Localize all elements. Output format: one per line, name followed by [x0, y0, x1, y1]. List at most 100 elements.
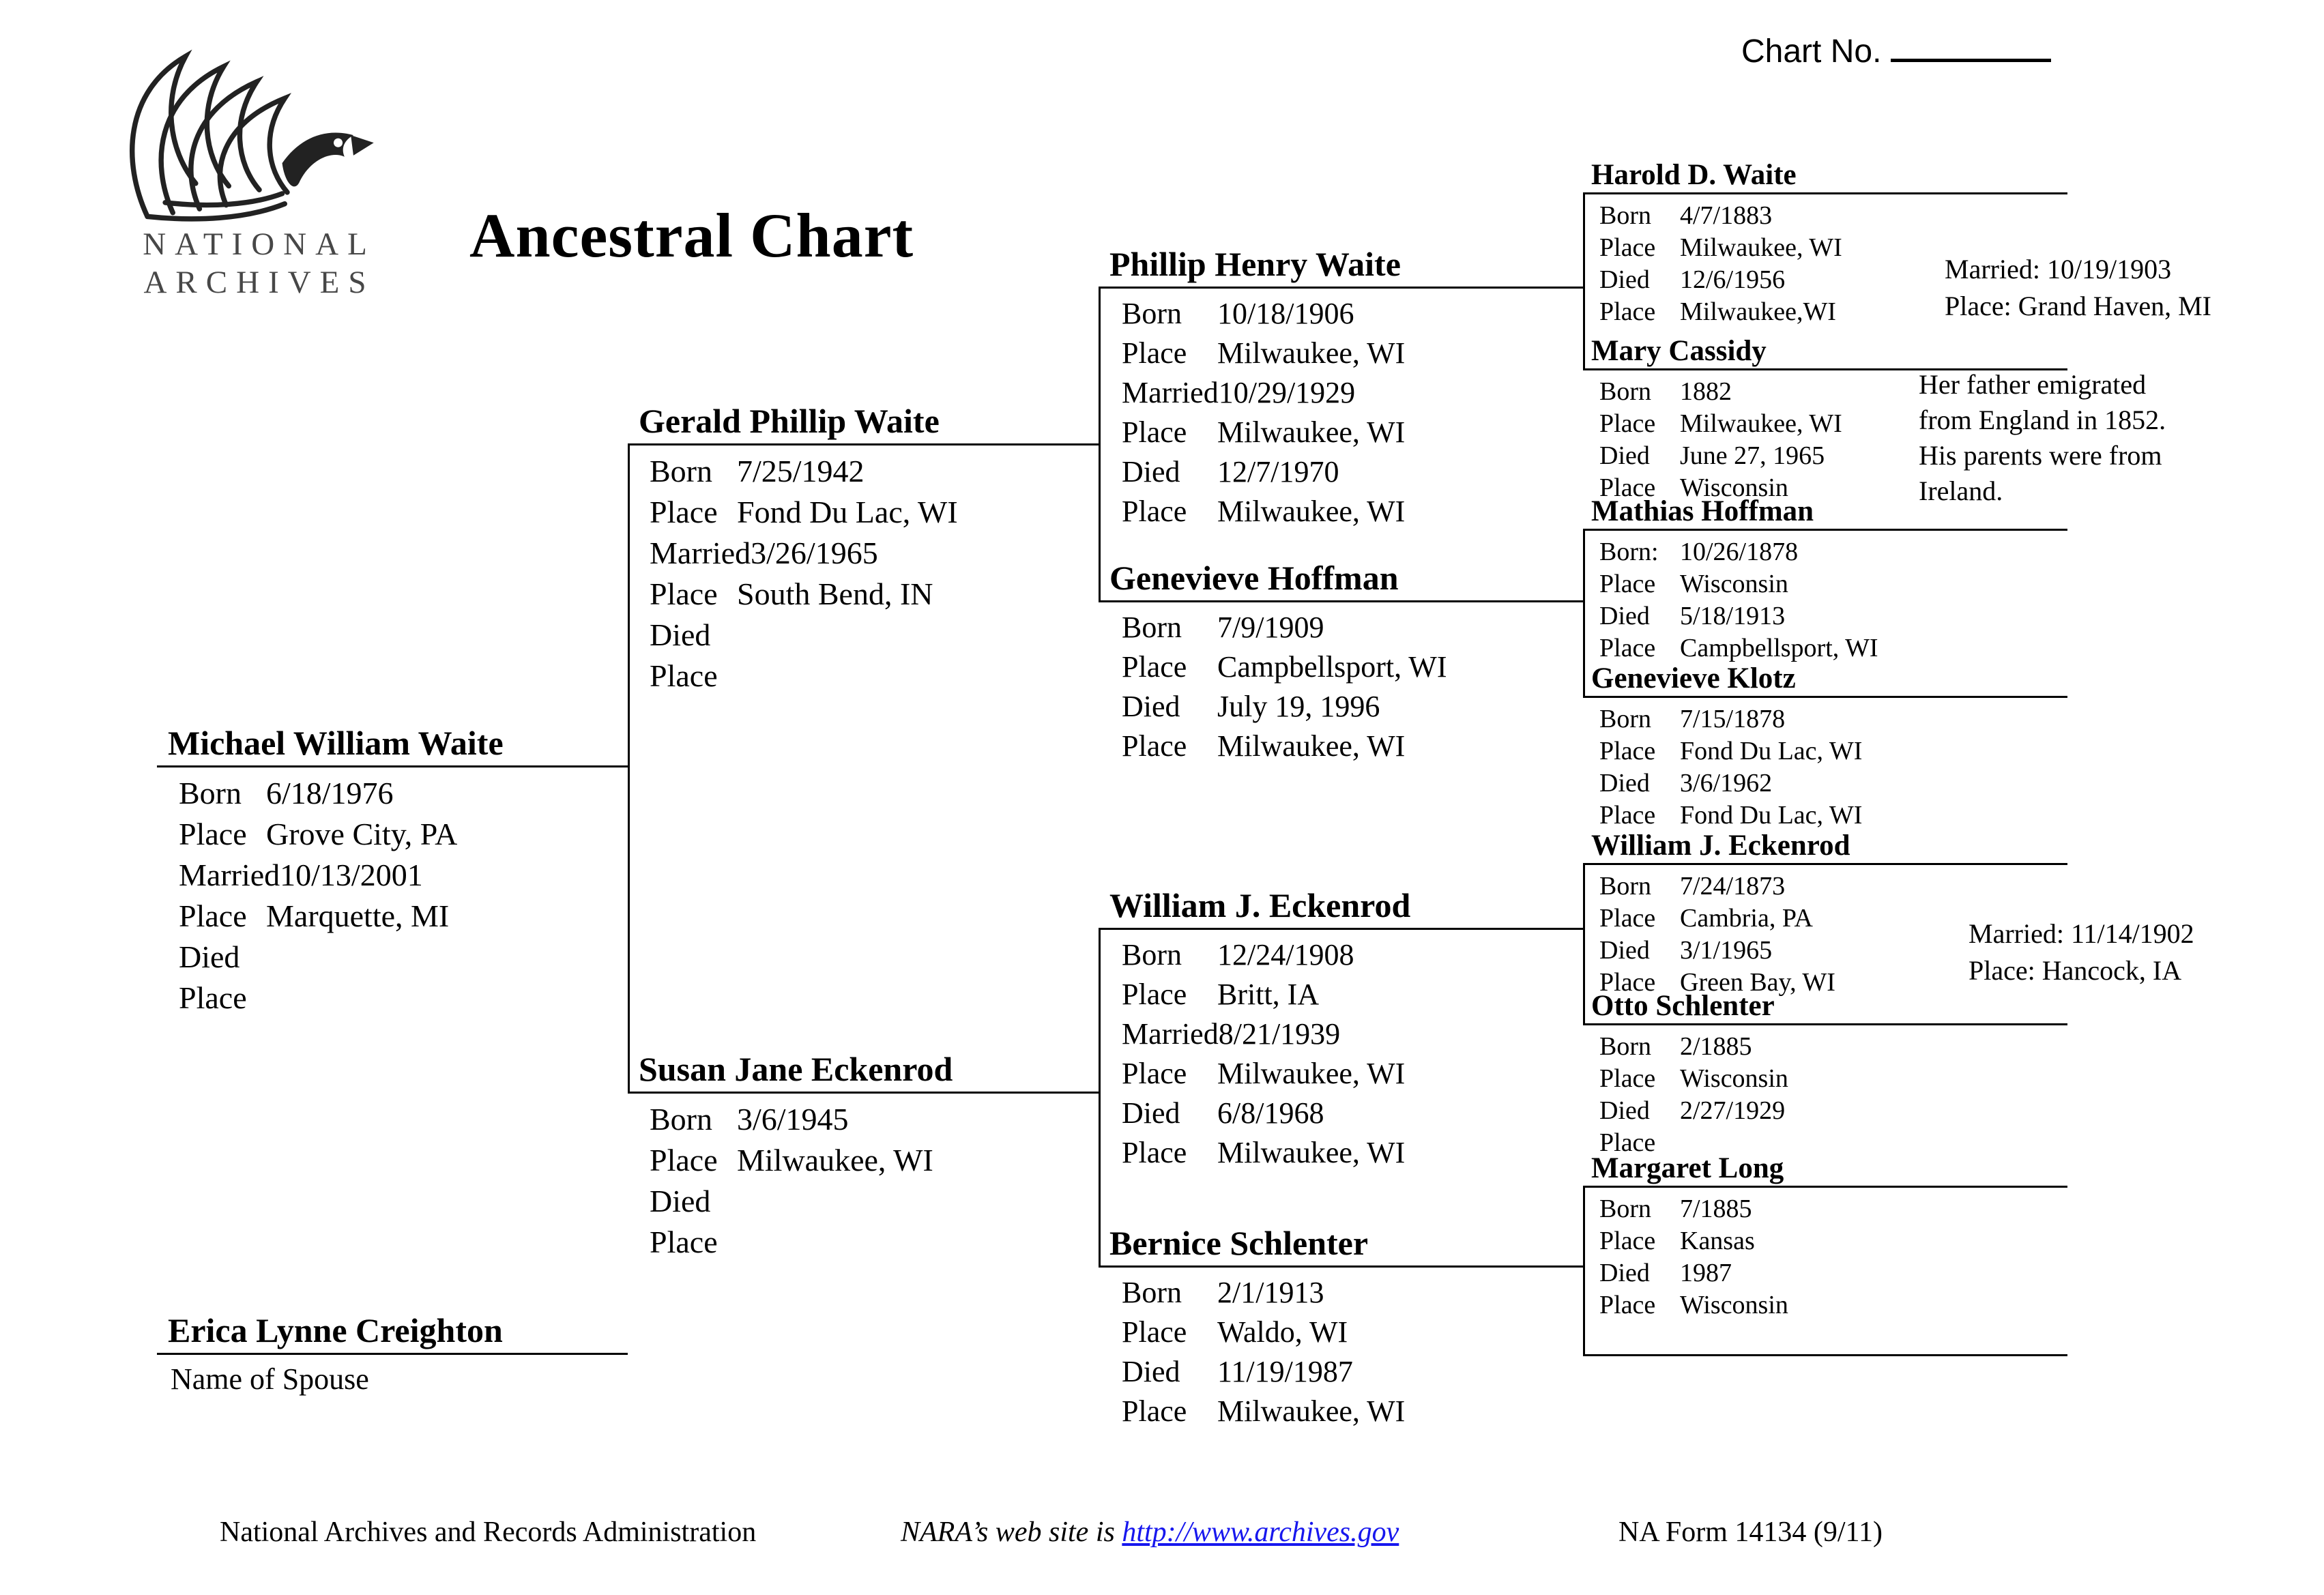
person-name: Genevieve Klotz — [1583, 658, 2067, 698]
person-block-william-j-eckenrod: William J. Eckenrod Born 12/24/1908 Place… — [1099, 880, 1583, 1173]
field-value: Wisconsin — [1680, 1064, 1788, 1093]
field-value: Wisconsin — [1680, 473, 1788, 502]
field-row: Born 4/7/1883 — [1583, 200, 2067, 232]
field-row: Place Marquette, MI — [157, 896, 628, 937]
field-label: Place — [650, 1225, 718, 1259]
field-row: Place Milwaukee, WI — [1099, 413, 1583, 452]
footer-form-number: NA Form 14134 (9/11) — [1618, 1517, 1883, 1548]
field-value: 12/6/1956 — [1680, 265, 1786, 294]
field-value: Milwaukee, WI — [1680, 233, 1842, 262]
person-fields: Born 7/24/1873 Place Cambria, PA Died 3/1/1… — [1583, 865, 2067, 999]
field-row: Place Green Bay, WI — [1583, 967, 2067, 999]
person-name: William J. Eckenrod — [1583, 825, 2067, 865]
person-name: Harold D. Waite — [1583, 155, 2067, 194]
field-row: Place — [628, 656, 1099, 697]
field-row: Died 1987 — [1583, 1257, 2067, 1289]
field-value: Waldo, WI — [1217, 1315, 1348, 1349]
person-block-mathias-hoffman: Mathias Hoffman Born: 10/26/1878 Place Wis… — [1583, 491, 2067, 664]
person-name: Michael William Waite — [157, 718, 628, 767]
archives-link[interactable]: http://www.archives.gov — [1122, 1517, 1399, 1548]
field-label: Place — [1599, 634, 1656, 662]
field-row: Place Milwaukee, WI — [1099, 334, 1583, 373]
field-label: Place — [1599, 570, 1656, 598]
field-row: Place Fond Du Lac, WI — [1583, 735, 2067, 767]
field-row: Place Milwaukee, WI — [1099, 1133, 1583, 1173]
field-row: Place Milwaukee, WI — [628, 1140, 1099, 1181]
field-row: Place Milwaukee, WI — [1583, 232, 2067, 264]
person-fields: Born 7/1885 Place Kansas Died 1987 Place Wis… — [1583, 1188, 2067, 1321]
field-label: Died — [1122, 1355, 1180, 1388]
field-label: Died — [1122, 690, 1180, 723]
person-name: Erica Lynne Creighton — [157, 1305, 628, 1355]
field-label: Place — [1599, 968, 1656, 997]
field-value: Milwaukee, WI — [1217, 415, 1406, 449]
field-value: Milwaukee, WI — [1217, 1057, 1406, 1090]
person-name: Margaret Long — [1583, 1148, 2067, 1188]
field-value: Milwaukee, WI — [1217, 1136, 1406, 1169]
field-value: 1987 — [1680, 1259, 1732, 1287]
person-block-michael-william-waite: Michael William Waite Born 6/18/1976 Plac… — [157, 718, 628, 1019]
field-value: Britt, IA — [1217, 978, 1320, 1011]
field-label: Place — [1599, 473, 1656, 502]
field-row: Born 12/24/1908 — [1099, 935, 1583, 975]
field-value: Milwaukee,WI — [1680, 297, 1836, 326]
connector-line — [1099, 287, 1101, 602]
field-value: 7/24/1873 — [1680, 872, 1786, 901]
field-row: Born 7/25/1942 — [628, 451, 1099, 492]
field-row: Born 2/1885 — [1583, 1031, 2067, 1063]
field-label: Place — [1599, 1291, 1656, 1319]
field-row: Died — [628, 1181, 1099, 1222]
person-name: Mary Cassidy — [1583, 331, 2067, 370]
field-row: Born 10/18/1906 — [1099, 294, 1583, 334]
field-value: Wisconsin — [1680, 570, 1788, 598]
field-label: Born — [1122, 611, 1182, 644]
field-value: 5/18/1913 — [1680, 602, 1786, 630]
connector-line — [1583, 529, 1585, 698]
field-label: Place — [1599, 297, 1656, 326]
person-fields: Born 7/15/1878 Place Fond Du Lac, WI Died 3… — [1583, 698, 2067, 832]
footer-agency-name: National Archives and Records Administra… — [220, 1517, 757, 1548]
field-row: Died June 27, 1965 — [1583, 440, 2067, 472]
field-label: Place — [1599, 1064, 1656, 1093]
person-fields: Born 2/1/1913 Place Waldo, WI Died 11/19/19… — [1099, 1268, 1583, 1431]
field-row: Place Kansas — [1583, 1225, 2067, 1257]
emigration-note-line: His parents were from — [1919, 440, 2162, 471]
field-row — [1583, 1426, 2067, 1458]
field-label: Place — [1122, 1394, 1187, 1428]
field-value: 10/26/1878 — [1680, 538, 1799, 566]
marriage-note-line: Place: Grand Haven, MI — [1945, 291, 2211, 321]
field-row: Place Milwaukee, WI — [1099, 492, 1583, 531]
person-block-julia-rood: Otto Schlenter Born 2/1885 Place Wisconsin… — [1583, 986, 2067, 1159]
spouse-caption: Name of Spouse — [171, 1362, 369, 1396]
person-name: Genevieve Hoffman — [1099, 553, 1583, 602]
field-row: Born 2/1/1913 — [1099, 1273, 1583, 1313]
field-value: Campbellsport, WI — [1680, 634, 1878, 662]
person-fields: Born 3/6/1945 Place Milwaukee, WI Died Pla… — [628, 1094, 1099, 1263]
field-label: Place — [1599, 1227, 1656, 1255]
field-row: Born: 10/26/1878 — [1583, 536, 2067, 568]
field-value: 2/27/1929 — [1680, 1096, 1786, 1125]
field-value: Milwaukee, WI — [1217, 336, 1406, 370]
field-row: Died 11/19/1987 — [1099, 1352, 1583, 1392]
field-row: Place Grove City, PA — [157, 814, 628, 855]
field-row: Born 7/15/1878 — [1583, 703, 2067, 735]
field-label: Place — [650, 495, 718, 529]
person-name: Phillip Henry Waite — [1099, 239, 1583, 289]
field-value: Milwaukee, WI — [1217, 495, 1406, 528]
person-name: Otto Schlenter — [1583, 986, 2067, 1025]
field-label: Place — [650, 658, 718, 693]
person-name: William J. Eckenrod — [1099, 880, 1583, 930]
field-row: Place South Bend, IN — [628, 574, 1099, 615]
field-label: Place — [650, 1143, 718, 1177]
field-row: Place Britt, IA — [1099, 975, 1583, 1014]
person-fields: Born 12/24/1908 Place Britt, IA Married8/2… — [1099, 930, 1583, 1173]
field-label: Place — [1599, 233, 1656, 262]
person-block-william-j-eckenrod-sr: William J. Eckenrod Born 7/24/1873 Place C… — [1583, 825, 2067, 999]
field-row: Born 7/1885 — [1583, 1193, 2067, 1225]
person-block-harold-d-waite: Harold D. Waite Born 4/7/1883 Place Milwau… — [1583, 155, 2067, 328]
field-value: Marquette, MI — [266, 898, 450, 933]
person-name: Bernice Schlenter — [1099, 1218, 1583, 1268]
field-row: Place Wisconsin — [1583, 568, 2067, 600]
field-row: Died 6/8/1968 — [1099, 1094, 1583, 1133]
field-label: Died — [1599, 1096, 1650, 1125]
